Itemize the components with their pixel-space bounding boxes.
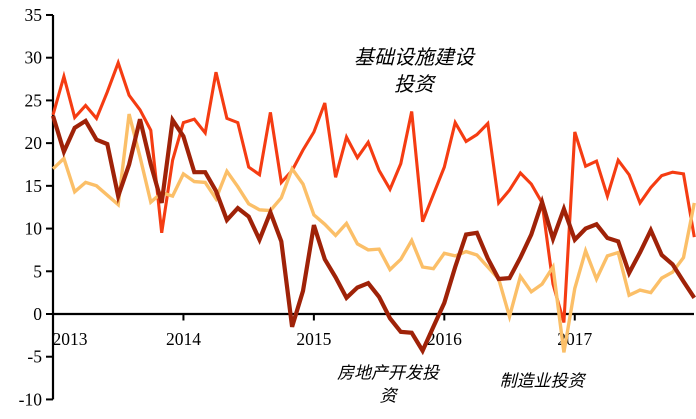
y-tick-label: 25 xyxy=(25,90,43,110)
series-label-manufacturing: 制造业投资 xyxy=(500,371,587,390)
x-tick-label-2013: 2013 xyxy=(53,329,88,349)
series-line-infrastructure-investment xyxy=(51,58,696,323)
y-tick-label: 0 xyxy=(33,304,42,324)
y-tick-label: 20 xyxy=(25,133,43,153)
series-label-real-estate: 房地产开发投 xyxy=(337,363,441,382)
x-tick-label-2014: 2014 xyxy=(166,329,201,349)
series-line-real-estate-investment xyxy=(50,114,696,356)
y-tick-label: 5 xyxy=(33,261,42,281)
y-tick-label: 30 xyxy=(25,48,43,68)
x-tick-label-2016: 2016 xyxy=(427,329,462,349)
series-label-infrastructure: 投资 xyxy=(394,74,437,96)
series-label-real-estate: 资 xyxy=(380,386,399,405)
x-tick-label-2015: 2015 xyxy=(296,329,331,349)
y-tick-label: 15 xyxy=(25,176,43,196)
series-label-infrastructure: 基础设施建设 xyxy=(354,47,476,69)
y-tick-label: -5 xyxy=(27,347,42,367)
y-tick-label: 10 xyxy=(25,219,43,239)
y-tick-label: -10 xyxy=(19,389,43,409)
y-tick-label: 35 xyxy=(25,5,43,25)
